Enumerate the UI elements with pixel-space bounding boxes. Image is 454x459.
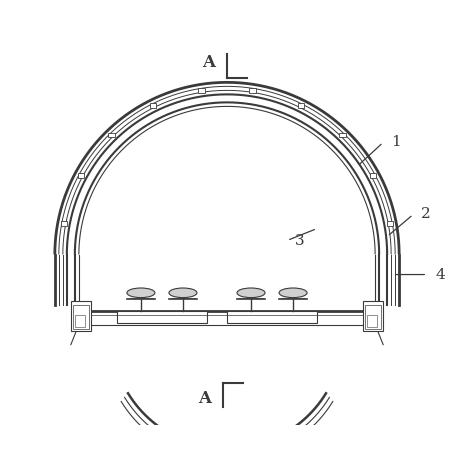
- Ellipse shape: [237, 288, 265, 297]
- Text: 1: 1: [391, 135, 401, 150]
- Bar: [339, 133, 345, 137]
- Bar: [75, 314, 85, 327]
- Bar: [365, 305, 381, 329]
- Bar: [367, 314, 377, 327]
- Bar: [198, 88, 205, 93]
- Bar: [150, 103, 156, 108]
- Bar: [73, 305, 89, 329]
- Bar: [370, 173, 376, 178]
- Ellipse shape: [169, 288, 197, 297]
- Text: A: A: [202, 54, 215, 71]
- Text: 3: 3: [295, 234, 305, 247]
- Bar: [249, 88, 256, 93]
- Ellipse shape: [279, 288, 307, 297]
- Bar: [387, 221, 394, 226]
- Bar: [298, 103, 304, 108]
- Text: 4: 4: [435, 268, 445, 281]
- Bar: [60, 221, 67, 226]
- Bar: [227, 311, 317, 323]
- Bar: [109, 133, 115, 137]
- Bar: [117, 311, 207, 323]
- Ellipse shape: [127, 288, 155, 297]
- Text: 2: 2: [421, 207, 431, 222]
- Bar: [71, 301, 91, 330]
- Bar: [78, 173, 84, 178]
- Bar: [363, 301, 383, 330]
- Text: A: A: [198, 390, 211, 407]
